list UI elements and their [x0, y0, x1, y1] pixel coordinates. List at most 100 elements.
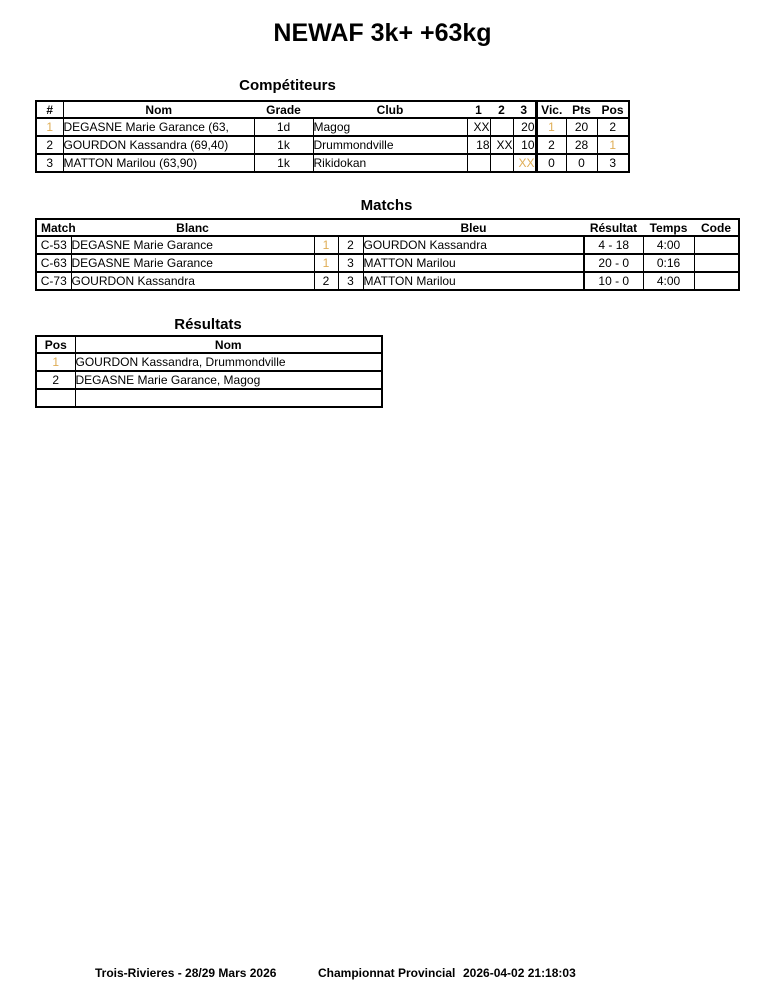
pos-cell: 2 — [52, 373, 60, 387]
temps-cell: 4:00 — [642, 236, 694, 254]
col-header-temps: Temps — [649, 220, 688, 235]
round1-cell — [466, 154, 490, 172]
num-cell: 1 — [46, 120, 54, 134]
col-header-bleu: Bleu — [460, 220, 487, 235]
bleu-num-cell: 2 — [337, 236, 363, 254]
round3-cell: XX — [512, 154, 536, 172]
vic-cell: 0 — [534, 154, 566, 172]
match-code-cell: C-63 — [40, 256, 67, 270]
matches-header-row: Match Blanc Bleu Résultat Temps Code — [36, 219, 739, 236]
competitors-heading: Compétiteurs — [239, 77, 336, 94]
num-cell: 3 — [46, 156, 54, 170]
footer-event-name: Championnat Provincial — [318, 966, 456, 980]
round1-cell: 18 — [466, 136, 490, 154]
col-header-pts: Pts — [572, 102, 591, 117]
matches-table: Match Blanc Bleu Résultat Temps Code C-5… — [35, 218, 740, 291]
result-row: 2 DEGASNE Marie Garance, Magog — [36, 371, 382, 389]
vic-cell: 2 — [534, 136, 566, 154]
competitor-row: 2 GOURDON Kassandra (69,40) 1k Drummondv… — [36, 136, 629, 154]
temps-cell: 0:16 — [642, 254, 694, 272]
col-header-pos: Pos — [601, 102, 624, 117]
pos-cell: 1 — [596, 136, 629, 154]
bleu-num-cell: 3 — [337, 254, 363, 272]
blanc-name-cell: DEGASNE Marie Garance — [70, 254, 314, 272]
col-header-round2: 2 — [498, 102, 505, 117]
nom-cell: GOURDON Kassandra, Drummondville — [74, 353, 382, 371]
col-header-blanc: Blanc — [176, 220, 209, 235]
round2-cell — [489, 118, 513, 136]
code-cell — [693, 236, 739, 254]
blanc-name-cell: GOURDON Kassandra — [70, 272, 314, 290]
col-header-nom: Nom — [62, 101, 254, 118]
grade-cell: 1d — [253, 118, 313, 136]
club-cell: Rikidokan — [312, 154, 467, 172]
match-row: C-53 DEGASNE Marie Garance 1 2 GOURDON K… — [36, 236, 739, 254]
match-code-cell: C-53 — [40, 238, 67, 252]
match-row: C-63 DEGASNE Marie Garance 1 3 MATTON Ma… — [36, 254, 739, 272]
results-header-row: Pos Nom — [36, 336, 382, 353]
competitors-table: # Nom Grade Club 1 2 3 Vic. Pts Pos 1 DE… — [35, 100, 630, 173]
match-row: C-73 GOURDON Kassandra 2 3 MATTON Marilo… — [36, 272, 739, 290]
round2-cell: XX — [489, 136, 513, 154]
footer-timestamp: 2026-04-02 21:18:03 — [463, 966, 576, 980]
col-header-nom: Nom — [74, 336, 382, 353]
page-title: NEWAF 3k+ +63kg — [273, 19, 492, 47]
pts-cell: 28 — [565, 136, 597, 154]
col-header-match: Match — [41, 220, 76, 235]
col-header-grade: Grade — [266, 102, 301, 117]
results-table: Pos Nom 1 GOURDON Kassandra, Drummondvil… — [35, 335, 383, 408]
col-header-blanc-num — [314, 219, 338, 236]
col-header-vic: Vic. — [534, 101, 566, 118]
resultat-cell: 10 - 0 — [583, 272, 643, 290]
competitors-header-row: # Nom Grade Club 1 2 3 Vic. Pts Pos — [36, 101, 629, 118]
col-header-pos: Pos — [44, 337, 67, 352]
pos-cell — [36, 389, 75, 407]
competitor-row: 3 MATTON Marilou (63,90) 1k Rikidokan XX… — [36, 154, 629, 172]
pts-cell: 0 — [565, 154, 597, 172]
num-cell: 2 — [46, 138, 54, 152]
results-heading: Résultats — [174, 316, 242, 333]
pos-cell: 3 — [596, 154, 629, 172]
blanc-name-cell: DEGASNE Marie Garance — [70, 236, 314, 254]
club-cell: Drummondville — [312, 136, 467, 154]
col-header-bleu-num — [338, 219, 363, 236]
matches-heading: Matchs — [360, 197, 413, 214]
col-header-round3: 3 — [520, 102, 528, 117]
col-header-resultat: Résultat — [589, 220, 638, 235]
temps-cell: 4:00 — [642, 272, 694, 290]
bleu-name-cell: MATTON Marilou — [362, 272, 584, 290]
result-row — [36, 389, 382, 407]
round1-cell: XX — [466, 118, 490, 136]
bleu-name-cell: GOURDON Kassandra — [362, 236, 584, 254]
blanc-num-cell: 1 — [313, 254, 338, 272]
code-cell — [693, 254, 739, 272]
blanc-num-cell: 2 — [313, 272, 338, 290]
competitor-row: 1 DEGASNE Marie Garance (63, 1d Magog XX… — [36, 118, 629, 136]
bleu-name-cell: MATTON Marilou — [362, 254, 584, 272]
club-cell: Magog — [312, 118, 467, 136]
nom-cell: DEGASNE Marie Garance, Magog — [74, 371, 382, 389]
nom-cell: MATTON Marilou (63,90) — [62, 154, 254, 172]
vic-cell: 1 — [534, 118, 566, 136]
nom-cell: DEGASNE Marie Garance (63, — [62, 118, 254, 136]
col-header-number: # — [46, 102, 54, 117]
round2-cell — [489, 154, 513, 172]
round3-cell: 20 — [512, 118, 536, 136]
blanc-num-cell: 1 — [313, 236, 338, 254]
result-row: 1 GOURDON Kassandra, Drummondville — [36, 353, 382, 371]
bleu-num-cell: 3 — [337, 272, 363, 290]
pos-cell: 2 — [596, 118, 629, 136]
footer-location-date: Trois-Rivieres - 28/29 Mars 2026 — [95, 966, 277, 980]
nom-cell: GOURDON Kassandra (69,40) — [62, 136, 254, 154]
match-code-cell: C-73 — [40, 274, 67, 288]
col-header-club: Club — [376, 102, 404, 117]
col-header-code: Code — [701, 220, 731, 235]
pos-cell: 1 — [52, 355, 60, 369]
col-header-round1: 1 — [475, 102, 482, 117]
nom-cell — [74, 389, 382, 407]
grade-cell: 1k — [253, 136, 313, 154]
grade-cell: 1k — [253, 154, 313, 172]
resultat-cell: 4 - 18 — [583, 236, 643, 254]
resultat-cell: 20 - 0 — [583, 254, 643, 272]
